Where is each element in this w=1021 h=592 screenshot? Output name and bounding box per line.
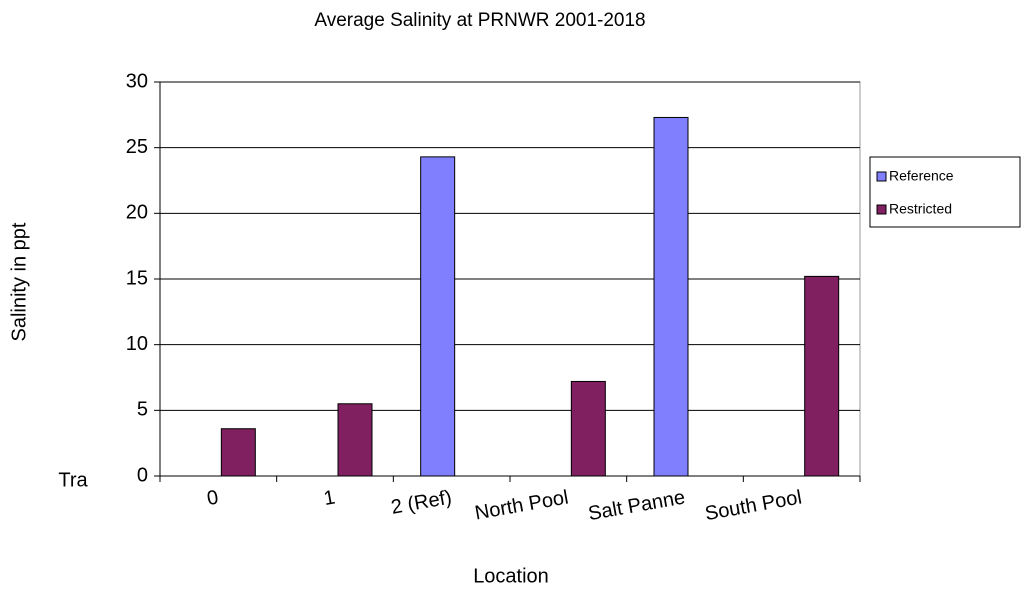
legend-swatch bbox=[876, 204, 887, 215]
x-axis-label: Location bbox=[473, 565, 549, 587]
bar bbox=[420, 156, 456, 477]
x-tick-label: North Pool bbox=[473, 486, 570, 524]
y-tick-label: 5 bbox=[137, 399, 148, 421]
chart-title: Average Salinity at PRNWR 2001-2018 bbox=[314, 10, 645, 31]
legend-swatch bbox=[876, 171, 887, 182]
y-tick-label: 10 bbox=[126, 333, 148, 355]
bar bbox=[337, 403, 373, 477]
x-tick-label: Salt Panne bbox=[587, 486, 687, 525]
x-tick-label: 2 (Ref) bbox=[389, 486, 453, 518]
bar bbox=[570, 380, 606, 477]
annotation: Tra bbox=[58, 469, 88, 491]
y-tick-label: 15 bbox=[126, 267, 148, 289]
x-tick-label: 0 bbox=[205, 486, 220, 510]
y-tick-label: 25 bbox=[126, 136, 148, 158]
bar bbox=[653, 116, 689, 477]
bar bbox=[804, 275, 840, 477]
x-tick-label: 1 bbox=[322, 486, 337, 510]
y-tick-label: 20 bbox=[126, 202, 148, 224]
legend-label: Reference bbox=[889, 168, 954, 184]
y-tick-label: 0 bbox=[137, 464, 148, 486]
x-tick-label: South Pool bbox=[703, 486, 803, 525]
y-tick-label: 30 bbox=[126, 70, 148, 92]
legend-label: Restricted bbox=[889, 201, 952, 217]
legend bbox=[869, 156, 1021, 228]
y-axis-label: Salinity in ppt bbox=[8, 222, 30, 341]
bar bbox=[220, 428, 256, 477]
